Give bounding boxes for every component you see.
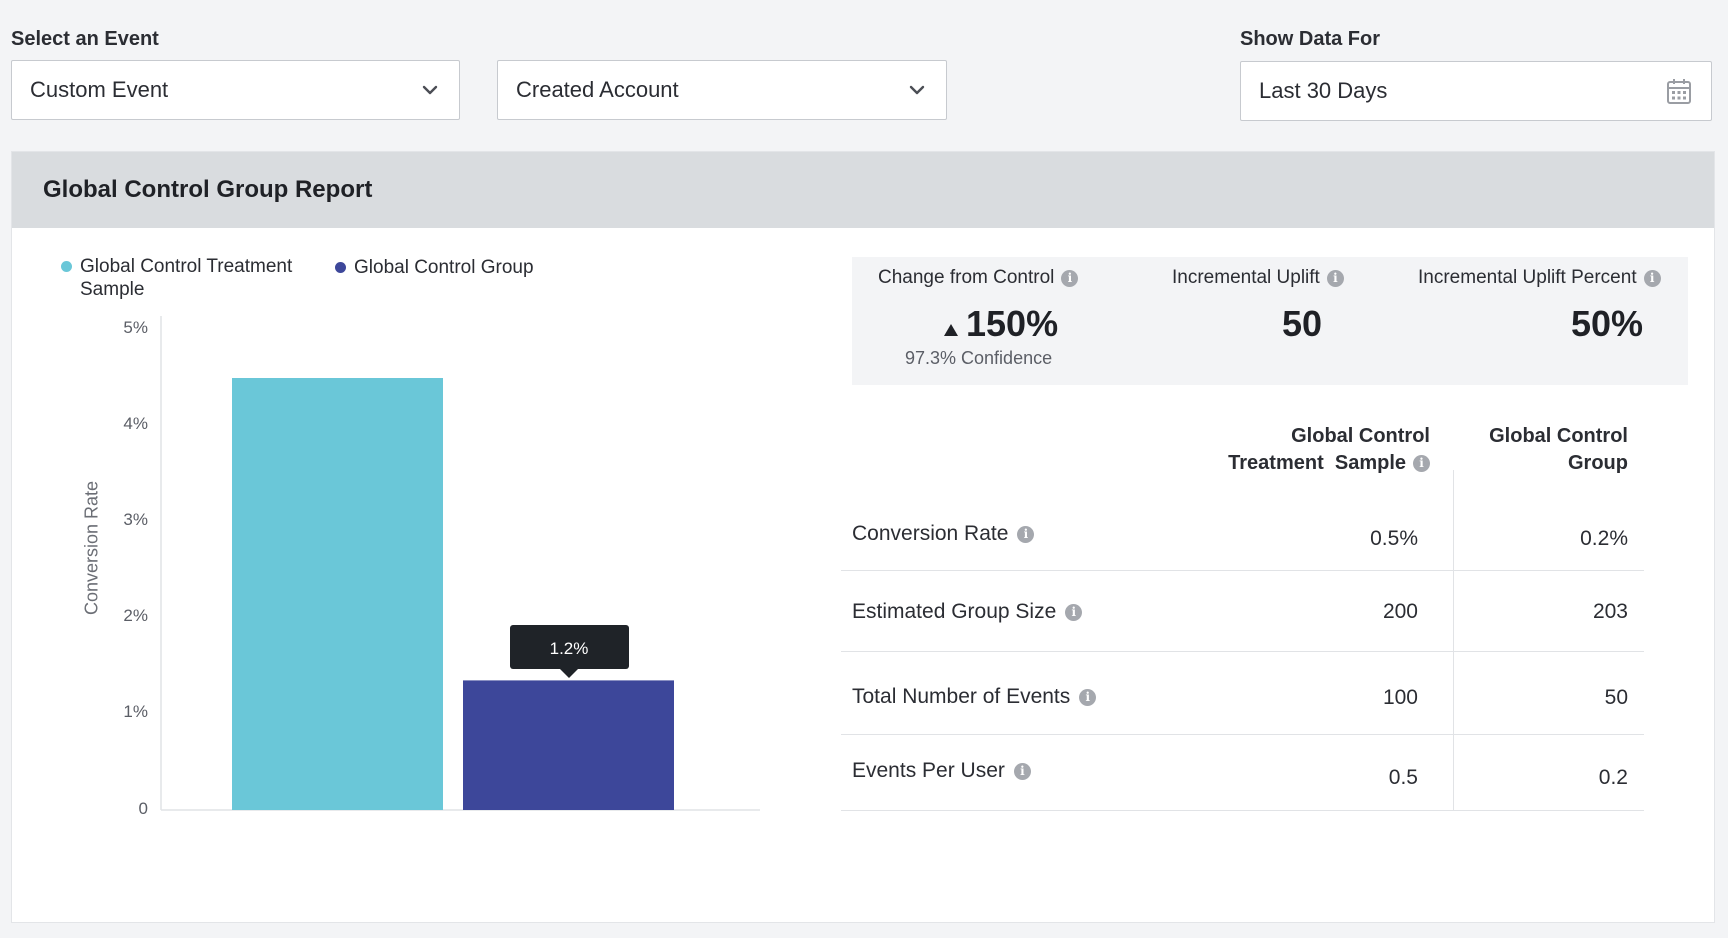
info-icon[interactable]: i xyxy=(1326,269,1344,287)
incremental-uplift-percent-label: Incremental Uplift Percent i xyxy=(1418,267,1661,289)
legend-dot-control xyxy=(335,262,346,273)
bar-control[interactable] xyxy=(463,680,674,810)
uplift-label-text: Incremental Uplift xyxy=(1172,267,1320,288)
col1-line1: Global Control xyxy=(1291,425,1430,447)
legend-label-treatment: Global Control Treatment Sample xyxy=(80,255,292,301)
date-range-picker[interactable]: Last 30 Days xyxy=(1240,61,1712,121)
report-title: Global Control Group Report xyxy=(43,176,373,203)
column-header-control: Global Control Group xyxy=(1450,423,1628,477)
info-icon[interactable]: i xyxy=(1065,603,1083,621)
info-icon[interactable]: i xyxy=(1413,455,1430,472)
chevron-down-icon xyxy=(419,79,441,101)
col2-line2: Group xyxy=(1568,452,1628,474)
row-label-text: Conversion Rate xyxy=(852,522,1009,545)
uplift-pct-label-text: Incremental Uplift Percent xyxy=(1418,267,1637,288)
row-label-text: Estimated Group Size xyxy=(852,600,1057,623)
legend-dot-treatment xyxy=(61,261,72,272)
incremental-uplift-value: 50 xyxy=(1282,303,1323,344)
bar-tooltip: 1.2% xyxy=(510,625,629,678)
cell-treatment: 0.5% xyxy=(1370,527,1418,550)
row-label-estimated-group-size: Estimated Group Size i xyxy=(852,600,1083,624)
y-tick-label: 1% xyxy=(123,702,148,721)
event-name-value: Created Account xyxy=(516,77,679,102)
cell-control: 0.2% xyxy=(1580,527,1628,550)
tooltip-text: 1.2% xyxy=(550,639,589,658)
cell-control: 203 xyxy=(1592,600,1628,623)
row-divider xyxy=(841,734,1644,735)
legend-item-treatment: Global Control Treatment Sample xyxy=(61,255,292,301)
col1-line2: Treatment Sample xyxy=(1228,452,1406,474)
incremental-uplift-label: Incremental Uplift i xyxy=(1172,267,1344,289)
legend-label-line2: Sample xyxy=(80,279,145,300)
legend-label-line1: Global Control Treatment xyxy=(80,256,293,277)
info-icon[interactable]: i xyxy=(1643,269,1661,287)
change-label-text: Change from Control xyxy=(878,267,1055,288)
row-label-conversion-rate: Conversion Rate i xyxy=(852,522,1035,546)
change-from-control-value: 150% xyxy=(944,303,1058,345)
chevron-down-icon xyxy=(906,79,928,101)
y-tick-label: 3% xyxy=(123,510,148,529)
event-type-select[interactable]: Custom Event xyxy=(11,60,460,120)
y-tick-label: 4% xyxy=(123,414,148,433)
cell-control: 50 xyxy=(1604,686,1628,709)
y-tick-label: 0 xyxy=(138,799,148,818)
event-type-value: Custom Event xyxy=(30,77,169,102)
row-label-text: Total Number of Events xyxy=(852,685,1071,708)
select-event-label: Select an Event xyxy=(11,28,159,50)
cell-control: 0.2 xyxy=(1598,766,1628,789)
event-name-select[interactable]: Created Account xyxy=(497,60,947,120)
cell-treatment: 100 xyxy=(1382,686,1418,709)
row-divider xyxy=(841,810,1644,811)
incremental-uplift-percent-value: 50% xyxy=(1571,303,1644,344)
date-range-value: Last 30 Days xyxy=(1259,78,1388,103)
col2-line1: Global Control xyxy=(1489,425,1628,447)
info-icon[interactable]: i xyxy=(1017,525,1035,543)
cell-treatment: 0.5 xyxy=(1388,766,1418,789)
row-label-events-per-user: Events Per User i xyxy=(852,759,1031,783)
report-header: Global Control Group Report xyxy=(12,152,1714,228)
legend-item-control: Global Control Group xyxy=(335,256,534,279)
cell-treatment: 200 xyxy=(1382,600,1418,623)
stats-summary xyxy=(852,257,1688,385)
bar-treatment[interactable] xyxy=(232,378,443,810)
y-tick-label: 5% xyxy=(123,318,148,337)
row-label-text: Events Per User xyxy=(852,759,1005,782)
arrow-up-icon xyxy=(944,324,958,336)
y-tick-label: 2% xyxy=(123,606,148,625)
confidence-text: 97.3% Confidence xyxy=(905,348,1053,368)
legend-label-control: Global Control Group xyxy=(354,257,534,278)
info-icon[interactable]: i xyxy=(1061,269,1079,287)
conversion-bar-chart: 1.2% xyxy=(160,316,760,811)
column-divider xyxy=(1453,470,1454,810)
column-header-treatment: Global Control Treatment Sample i xyxy=(1150,423,1430,477)
change-from-control-label: Change from Control i xyxy=(878,267,1079,289)
info-icon[interactable]: i xyxy=(1013,762,1031,780)
info-icon[interactable]: i xyxy=(1079,688,1097,706)
change-value-text: 150% xyxy=(966,303,1059,344)
row-divider xyxy=(841,570,1644,571)
row-label-total-events: Total Number of Events i xyxy=(852,685,1097,709)
show-data-for-label: Show Data For xyxy=(1240,28,1381,50)
row-divider xyxy=(841,651,1644,652)
calendar-icon[interactable] xyxy=(1665,77,1693,105)
